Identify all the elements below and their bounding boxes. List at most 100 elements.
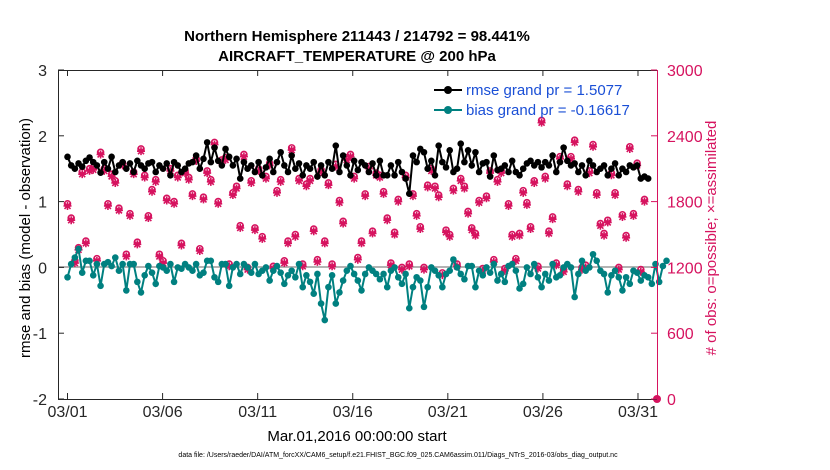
y2-axis-label: # of obs: o=possible; ×=assimilated — [703, 121, 720, 356]
bias-point — [354, 277, 362, 284]
obs-assimilated-point — [306, 176, 315, 185]
y-tick-label: -2 — [33, 392, 47, 409]
rmse-point — [398, 168, 406, 176]
x-axis-label: Mar.01,2016 00:00:00 start — [267, 428, 447, 445]
obs-assimilated-point — [295, 176, 304, 185]
obs-assimilated-point — [552, 261, 561, 270]
rmse-point — [435, 142, 442, 149]
bias-point — [483, 264, 490, 271]
bias-point — [343, 267, 351, 274]
rmse-point — [163, 160, 171, 167]
obs-assimilated-point — [181, 169, 190, 178]
rmse-point — [589, 162, 597, 169]
y-tick-label: 3 — [38, 63, 47, 80]
rmse-point — [258, 171, 266, 179]
bias-point — [310, 290, 318, 298]
bias-point — [534, 273, 542, 281]
bias-point — [244, 264, 251, 271]
obs-assimilated-point — [309, 227, 318, 236]
rmse-point — [97, 169, 104, 176]
plot-area — [58, 70, 658, 400]
obs-assimilated-point — [140, 173, 149, 182]
rmse-point — [189, 158, 196, 166]
bias-point — [494, 277, 501, 284]
bias-point — [225, 282, 233, 290]
data-file-footnote: data file: /Users/raeder/DAI/ATM_forcXX/… — [178, 452, 618, 459]
obs-assimilated-point — [394, 197, 403, 206]
x-tick-label: 03/06 — [143, 404, 183, 421]
rmse-point — [266, 155, 273, 163]
bias-point — [361, 270, 369, 278]
bias-point — [431, 267, 439, 274]
rmse-point — [152, 168, 160, 176]
rmse-point — [575, 168, 582, 176]
rmse-point — [354, 166, 362, 174]
legend: rmse grand pr = 1.5077 bias grand pr = -… — [434, 82, 630, 119]
bias-point — [200, 269, 207, 276]
rmse-point — [556, 158, 564, 166]
bias-point — [336, 289, 343, 296]
x-tick-label: 03/16 — [333, 404, 373, 421]
bias-point — [137, 289, 145, 296]
rmse-point — [347, 171, 354, 179]
obs-assimilated-point — [70, 259, 79, 268]
bias-point — [67, 260, 75, 268]
obs-assimilated-point — [427, 166, 436, 175]
bias-point — [281, 280, 288, 288]
obs-assimilated-point — [379, 189, 388, 198]
rmse-point — [464, 146, 472, 154]
y2-tick-label: 1200 — [667, 260, 703, 277]
bias-point — [519, 280, 527, 288]
rmse-point — [387, 162, 395, 169]
chart-subtitle: AIRCRAFT_TEMPERATURE @ 200 hPa — [218, 48, 496, 65]
rmse-point — [608, 165, 615, 172]
bias-point — [593, 257, 601, 265]
bias-point — [527, 270, 534, 278]
rmse-point — [527, 157, 534, 165]
obs-assimilated-point — [335, 198, 344, 207]
bias-point — [497, 270, 505, 278]
obs-assimilated-point — [434, 193, 443, 202]
obs-assimilated-point — [173, 173, 182, 182]
bias-point — [247, 269, 255, 276]
bias-point — [446, 267, 454, 274]
obs-assimilated-point — [386, 261, 395, 270]
obs-assimilated-point — [508, 232, 517, 241]
bias-point — [644, 273, 652, 281]
bias-point — [93, 260, 101, 268]
obs-assimilated-point — [423, 183, 432, 192]
obs-assimilated-point — [144, 214, 153, 223]
rmse-point — [611, 160, 619, 167]
bias-point — [648, 280, 656, 288]
bias-point — [398, 280, 406, 288]
bias-point — [233, 260, 240, 268]
obs-assimilated-point — [81, 239, 90, 248]
obs-assimilated-point — [548, 215, 557, 224]
bias-point — [622, 273, 630, 281]
rmse-point — [402, 175, 409, 182]
bias-point — [512, 267, 520, 274]
obs-assimilated-point — [614, 265, 623, 274]
obs-assimilated-point — [541, 174, 550, 183]
rmse-point — [214, 157, 222, 165]
rmse-point — [277, 148, 284, 156]
x-tick-label: 03/01 — [47, 404, 87, 421]
rmse-point — [86, 154, 93, 161]
bias-point — [567, 264, 575, 271]
bias-point — [663, 257, 670, 265]
obs-assimilated-point — [284, 239, 293, 248]
rmse-point — [369, 160, 376, 167]
bias-point — [586, 264, 593, 271]
obs-assimilated-point — [221, 155, 230, 164]
rmse-point — [295, 160, 303, 167]
obs-assimilated-point — [170, 199, 179, 208]
bias-point — [108, 262, 115, 270]
obs-assimilated-point — [192, 157, 201, 166]
rmse-point — [372, 171, 380, 179]
bias-point — [97, 282, 104, 290]
rmse-point — [339, 152, 347, 159]
bias-point — [328, 271, 336, 279]
bias-point — [314, 270, 321, 278]
rmse-point — [284, 168, 292, 176]
bias-point — [545, 277, 553, 284]
